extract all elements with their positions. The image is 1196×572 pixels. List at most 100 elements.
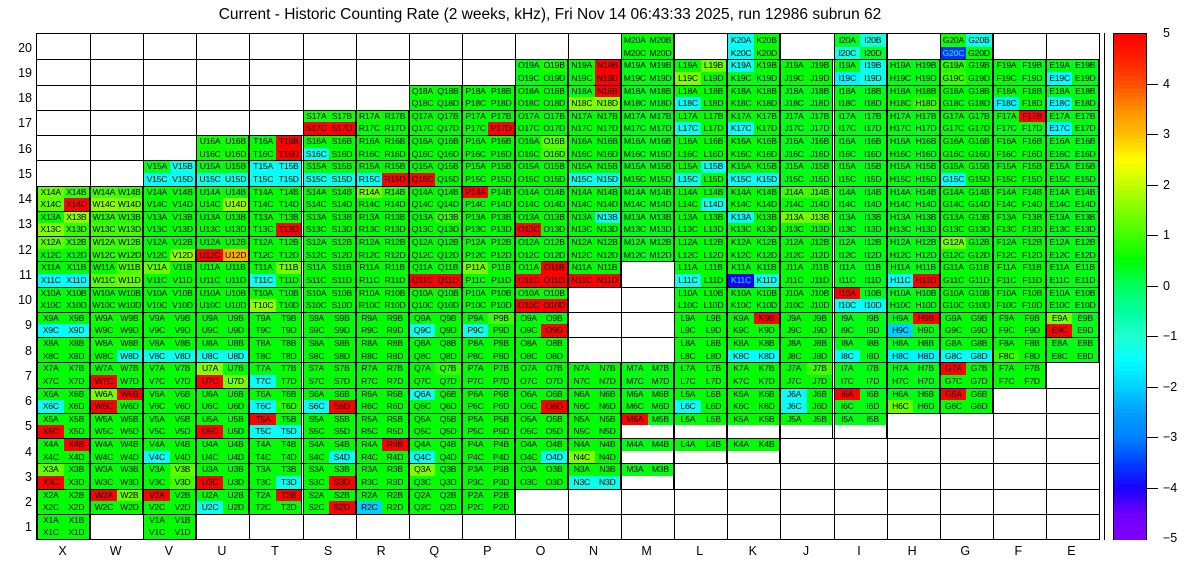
pad-O9A[interactable]: O9A (515, 311, 542, 325)
pad-R12C[interactable]: R12C (356, 248, 383, 262)
pad-F19B[interactable]: F19B (1019, 59, 1045, 72)
pad-H9D[interactable]: H9D (913, 324, 939, 337)
pad-T10A[interactable]: T10A (250, 286, 276, 300)
pad-H12C[interactable]: H12C (887, 248, 914, 262)
pad-I7C[interactable]: I7C (834, 374, 861, 388)
module-K6[interactable]: K6A K6B K6C K6D (727, 387, 781, 413)
pad-M4B[interactable]: M4B (647, 438, 674, 451)
pad-K9C[interactable]: K9C (728, 324, 754, 337)
module-Q16[interactable]: Q16A Q16B Q16C Q16D (408, 135, 462, 161)
pad-V12A[interactable]: V12A (144, 236, 170, 249)
pad-X13D[interactable]: X13D (63, 223, 90, 236)
pad-S4C[interactable]: S4C (303, 450, 330, 464)
pad-I15C[interactable]: I15C (834, 172, 861, 186)
module-E8[interactable]: E8A E8B E8C E8D (1045, 337, 1099, 363)
pad-R4D[interactable]: R4D (382, 450, 408, 464)
pad-S7C[interactable]: S7C (303, 374, 330, 388)
module-N7[interactable]: N7A N7B N7C N7D (568, 362, 622, 388)
pad-H11C[interactable]: H11C (887, 273, 914, 287)
module-E13[interactable]: E13A E13B E13C E13D (1045, 210, 1099, 236)
pad-X14B[interactable]: X14B (63, 185, 90, 199)
pad-G7A[interactable]: G7A (940, 362, 967, 375)
pad-T8C[interactable]: T8C (250, 349, 276, 363)
pad-T12B[interactable]: T12B (275, 236, 302, 249)
module-K20[interactable]: K20A K20B K20C K20D (727, 34, 781, 60)
pad-K15B[interactable]: K15B (753, 160, 780, 173)
pad-U4D[interactable]: U4D (222, 450, 249, 464)
module-Q12[interactable]: Q12A Q12B Q12C Q12D (408, 236, 462, 262)
pad-K7A[interactable]: K7A (728, 362, 754, 375)
pad-H10B[interactable]: H10B (913, 286, 939, 300)
pad-J16B[interactable]: J16B (806, 135, 833, 148)
pad-X6A[interactable]: X6A (38, 387, 64, 401)
pad-N13C[interactable]: N13C (569, 223, 595, 236)
module-H6[interactable]: H6A H6B H6C H6D (886, 387, 940, 413)
pad-N3B[interactable]: N3B (594, 463, 621, 476)
module-P9[interactable]: P9A P9B P9C P9D (461, 311, 515, 337)
pad-P18B[interactable]: P18B (488, 84, 514, 98)
pad-K9B[interactable]: K9B (753, 311, 780, 325)
module-V3[interactable]: V3A V3B V3C V3D (143, 463, 197, 489)
pad-E10C[interactable]: E10C (1046, 299, 1073, 312)
pad-W10D[interactable]: W10D (116, 299, 143, 312)
pad-S5A[interactable]: S5A (303, 412, 330, 426)
pad-P5D[interactable]: P5D (488, 425, 514, 438)
pad-J18B[interactable]: J18B (806, 84, 833, 98)
module-K15[interactable]: K15A K15B K15C K15D (727, 160, 781, 186)
pad-Q7D[interactable]: Q7D (435, 374, 461, 388)
pad-N18C[interactable]: N18C (569, 97, 595, 110)
pad-F10B[interactable]: F10B (1019, 286, 1045, 300)
pad-N5C[interactable]: N5C (569, 425, 595, 438)
module-H7[interactable]: H7A H7B H7C H7D (886, 362, 940, 388)
pad-S5D[interactable]: S5D (329, 425, 355, 438)
pad-P9D[interactable]: P9D (488, 324, 514, 337)
pad-I15B[interactable]: I15B (860, 160, 886, 173)
pad-N6C[interactable]: N6C (569, 400, 595, 413)
module-G16[interactable]: G16A G16B G16C G16D (939, 135, 993, 161)
pad-I16B[interactable]: I16B (860, 135, 886, 148)
module-T12[interactable]: T12A T12B T12C T12D (249, 236, 303, 262)
pad-U5A[interactable]: U5A (197, 412, 223, 426)
pad-N6B[interactable]: N6B (594, 387, 621, 401)
pad-N7A[interactable]: N7A (569, 362, 595, 375)
module-R9[interactable]: R9A R9B R9C R9D (355, 311, 409, 337)
pad-Q8A[interactable]: Q8A (409, 337, 436, 350)
module-L14[interactable]: L14A L14B L14C L14D (674, 185, 728, 211)
pad-O13D[interactable]: O13D (541, 223, 567, 236)
pad-K18B[interactable]: K18B (753, 84, 780, 98)
pad-U12B[interactable]: U12B (222, 236, 249, 249)
pad-O16B[interactable]: O16B (541, 135, 567, 148)
pad-T11B[interactable]: T11B (275, 261, 302, 274)
module-S8[interactable]: S8A S8B S8C S8D (302, 337, 356, 363)
pad-J17A[interactable]: J17A (781, 109, 807, 123)
pad-H16A[interactable]: H16A (887, 135, 914, 148)
pad-T3C[interactable]: T3C (250, 475, 276, 489)
pad-F17A[interactable]: F17A (993, 109, 1020, 123)
pad-E16D[interactable]: E16D (1072, 147, 1098, 161)
module-I13[interactable]: I13A I13B I13C I13D (833, 210, 887, 236)
pad-U9B[interactable]: U9B (222, 311, 249, 325)
module-P5[interactable]: P5A P5B P5C P5D (461, 412, 515, 438)
pad-K13A[interactable]: K13A (728, 210, 754, 224)
module-X14[interactable]: X14A X14B X14C X14D (37, 185, 91, 211)
pad-F11D[interactable]: F11D (1019, 273, 1045, 287)
pad-X5C[interactable]: X5C (38, 425, 64, 438)
pad-R11C[interactable]: R11C (356, 273, 383, 287)
pad-T6D[interactable]: T6D (275, 400, 302, 413)
module-V8[interactable]: V8A V8B V8C V8D (143, 337, 197, 363)
module-M12[interactable]: M12A M12B M12C M12D (621, 236, 675, 262)
module-R16[interactable]: R16A R16B R16C R16D (355, 135, 409, 161)
pad-J14D[interactable]: J14D (806, 198, 833, 211)
pad-M19A[interactable]: M19A (622, 59, 648, 72)
pad-R2B[interactable]: R2B (382, 488, 408, 502)
pad-P6A[interactable]: P6A (462, 387, 489, 401)
pad-M7B[interactable]: M7B (647, 362, 674, 375)
pad-I10A[interactable]: I10A (834, 286, 861, 300)
module-X3[interactable]: X3A X3B X3C X3D (37, 463, 91, 489)
pad-K17B[interactable]: K17B (753, 109, 780, 123)
pad-H10C[interactable]: H10C (887, 299, 914, 312)
pad-Q18B[interactable]: Q18B (435, 84, 461, 98)
pad-T3D[interactable]: T3D (275, 475, 302, 489)
module-K17[interactable]: K17A K17B K17C K17D (727, 109, 781, 135)
pad-X10D[interactable]: X10D (63, 299, 90, 312)
